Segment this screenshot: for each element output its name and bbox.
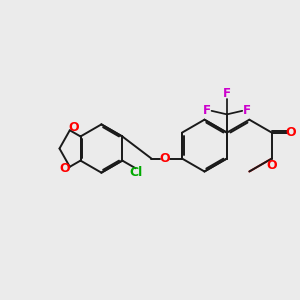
Text: O: O <box>69 121 79 134</box>
Text: F: F <box>243 104 251 117</box>
Text: F: F <box>223 87 231 100</box>
Text: F: F <box>203 104 211 117</box>
Text: O: O <box>160 152 170 165</box>
Text: O: O <box>60 162 70 175</box>
Text: O: O <box>266 158 277 172</box>
Text: Cl: Cl <box>130 167 143 179</box>
Text: O: O <box>286 126 296 139</box>
